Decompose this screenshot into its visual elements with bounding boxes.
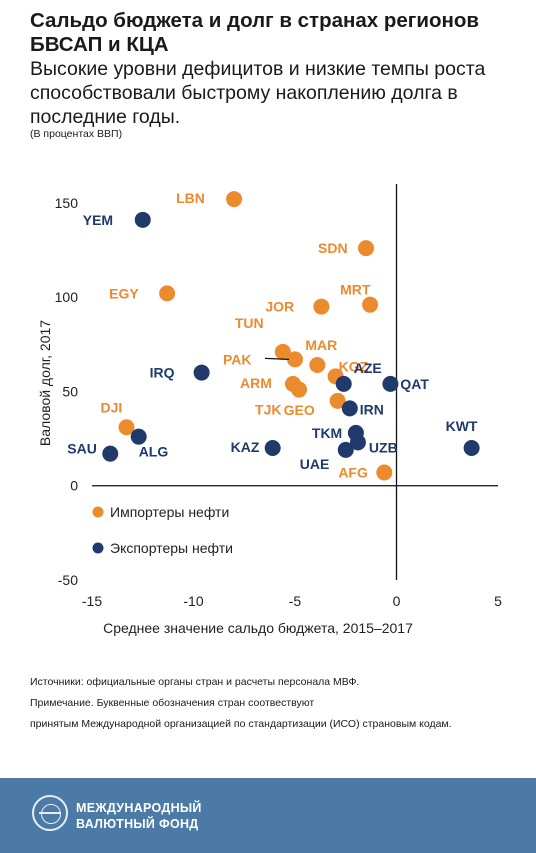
- y-tick-label: 100: [55, 289, 79, 305]
- point-label-jor: JOR: [265, 299, 294, 315]
- sources-note: Источники: официальные органы стран и ра…: [30, 676, 360, 688]
- legend-marker-0: [92, 506, 104, 518]
- point-label-arm: ARM: [240, 375, 272, 391]
- iso-note-line1: Примечание. Буквенные обозначения стран …: [30, 697, 315, 709]
- data-point-geo: [329, 392, 346, 409]
- data-point-irn: [341, 400, 358, 417]
- y-tick-label: 50: [62, 383, 78, 399]
- legend-label-0: Импортеры нефти: [110, 504, 229, 520]
- data-points: [102, 191, 480, 481]
- data-point-alg: [130, 428, 147, 445]
- point-label-egy: EGY: [109, 285, 139, 301]
- point-label-mrt: MRT: [340, 282, 371, 298]
- data-point-kwt: [463, 440, 480, 456]
- data-point-yem: [134, 211, 151, 228]
- point-label-uzb: UZB: [369, 439, 398, 455]
- point-label-mar: MAR: [305, 337, 337, 353]
- data-point-qat: [382, 375, 399, 392]
- y-tick-label: -50: [58, 572, 78, 588]
- x-tick-label: 5: [494, 593, 502, 609]
- org-name-line1: МЕЖДУНАРОДНЫЙ: [76, 801, 202, 815]
- organization-name: МЕЖДУНАРОДНЫЙ ВАЛЮТНЫЙ ФОНД: [76, 800, 202, 832]
- point-label-tkm: TKM: [312, 425, 342, 441]
- point-label-qat: QAT: [400, 376, 429, 392]
- data-point-sdn: [358, 240, 375, 257]
- data-point-uzb: [349, 434, 366, 451]
- point-label-irq: IRQ: [150, 365, 175, 381]
- x-axis-label: Среднее значение сальдо бюджета, 2015–20…: [103, 620, 413, 636]
- unit-note: (В процентах ВВП): [30, 128, 123, 140]
- legend-marker-1: [92, 542, 104, 554]
- data-point-aze: [335, 375, 352, 392]
- point-label-yem: YEM: [83, 212, 113, 228]
- x-tick-label: -5: [289, 593, 302, 609]
- data-point-dji: [118, 419, 135, 436]
- x-tick-label: -10: [183, 593, 203, 609]
- point-label-geo: GEO: [284, 402, 315, 418]
- point-label-irn: IRN: [360, 401, 384, 417]
- org-name-line2: ВАЛЮТНЫЙ ФОНД: [76, 817, 199, 831]
- data-point-mar: [309, 357, 326, 374]
- chart-subtitle: Высокие уровни дефицитов и низкие темпы …: [30, 58, 486, 128]
- data-point-pak: [287, 351, 303, 368]
- iso-note-line2: принятым Международной организацией по с…: [30, 718, 452, 730]
- point-label-kgz: KGZ: [339, 358, 369, 374]
- data-point-sau: [102, 445, 119, 462]
- point-label-sau: SAU: [67, 441, 97, 457]
- point-label-afg: AFG: [338, 465, 368, 481]
- y-tick-label: 0: [70, 478, 78, 494]
- point-label-tjk: TJK: [255, 402, 281, 418]
- y-axis-label: Валовой долг, 2017: [37, 320, 53, 446]
- point-label-kwt: KWT: [446, 418, 478, 434]
- data-point-mrt: [362, 296, 379, 313]
- legend: Импортеры нефти Экспортеры нефти: [92, 504, 233, 556]
- point-label-lbn: LBN: [176, 190, 205, 206]
- legend-label-1: Экспортеры нефти: [110, 540, 233, 556]
- point-label-dji: DJI: [101, 399, 123, 415]
- point-label-sdn: SDN: [318, 240, 348, 256]
- data-point-jor: [313, 298, 330, 315]
- pak-leader-line: [264, 357, 290, 361]
- point-label-uae: UAE: [300, 456, 330, 472]
- data-point-tjk: [291, 381, 308, 398]
- y-tick-label: 150: [55, 195, 79, 211]
- data-point-kaz: [264, 440, 281, 456]
- data-point-lbn: [226, 191, 243, 208]
- point-label-pak: PAK: [223, 351, 252, 367]
- x-tick-label: -15: [82, 593, 102, 609]
- data-point-irq: [193, 364, 210, 381]
- point-label-alg: ALG: [139, 444, 169, 460]
- imf-seal-icon: [32, 795, 68, 831]
- x-tick-label: 0: [393, 593, 401, 609]
- point-label-kaz: KAZ: [231, 439, 260, 455]
- point-label-aze: AZE: [354, 360, 382, 376]
- footer-bar: МЕЖДУНАРОДНЫЙ ВАЛЮТНЫЙ ФОНД: [0, 778, 536, 853]
- chart-title: Сальдо бюджета и долг в странах регионов…: [30, 9, 479, 56]
- data-point-uae: [337, 441, 354, 458]
- data-point-tun: [274, 343, 291, 360]
- notes: Источники: официальные органы стран и ра…: [30, 672, 500, 735]
- data-point-egy: [159, 285, 176, 302]
- point-label-tun: TUN: [235, 315, 264, 331]
- data-point-afg: [376, 464, 393, 481]
